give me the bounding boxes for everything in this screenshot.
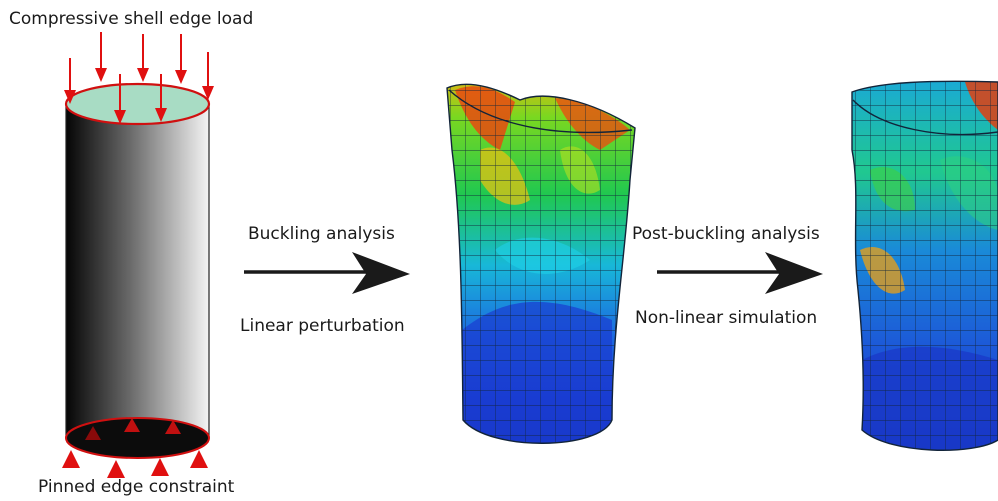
load-arrow xyxy=(175,34,187,84)
cylinder-body xyxy=(65,103,210,439)
load-arrow xyxy=(95,32,107,82)
buckled-shell-nonlinear xyxy=(851,80,998,451)
load-arrow xyxy=(114,74,126,124)
bottom-constraint-label: Pinned edge constraint xyxy=(38,477,235,497)
constraint-triangle-inner xyxy=(85,426,101,440)
step1-top-label: Buckling analysis xyxy=(248,224,395,244)
cylinder-shell xyxy=(64,82,211,459)
load-arrow xyxy=(137,34,149,82)
constraint-triangle xyxy=(151,458,169,476)
load-arrow xyxy=(155,74,167,122)
step2-bottom-label: Non-linear simulation xyxy=(635,308,818,328)
load-arrow xyxy=(64,58,76,104)
constraint-triangle xyxy=(62,450,80,468)
constraint-triangle-inner xyxy=(124,418,140,432)
load-arrow xyxy=(202,52,214,100)
constraint-triangles xyxy=(62,418,208,478)
top-load-label: Compressive shell edge load xyxy=(9,9,254,29)
load-arrows xyxy=(64,32,214,124)
arrow-right-icon xyxy=(657,252,823,294)
cylinder-top-cap xyxy=(64,82,211,126)
arrow-right-icon xyxy=(244,252,410,294)
constraint-triangle-inner xyxy=(165,420,181,434)
step2-top-label: Post-buckling analysis xyxy=(632,224,820,244)
step1-bottom-label: Linear perturbation xyxy=(240,316,405,336)
buckled-shell-linear xyxy=(446,83,636,444)
constraint-triangle xyxy=(107,460,125,478)
constraint-triangle xyxy=(190,450,208,468)
